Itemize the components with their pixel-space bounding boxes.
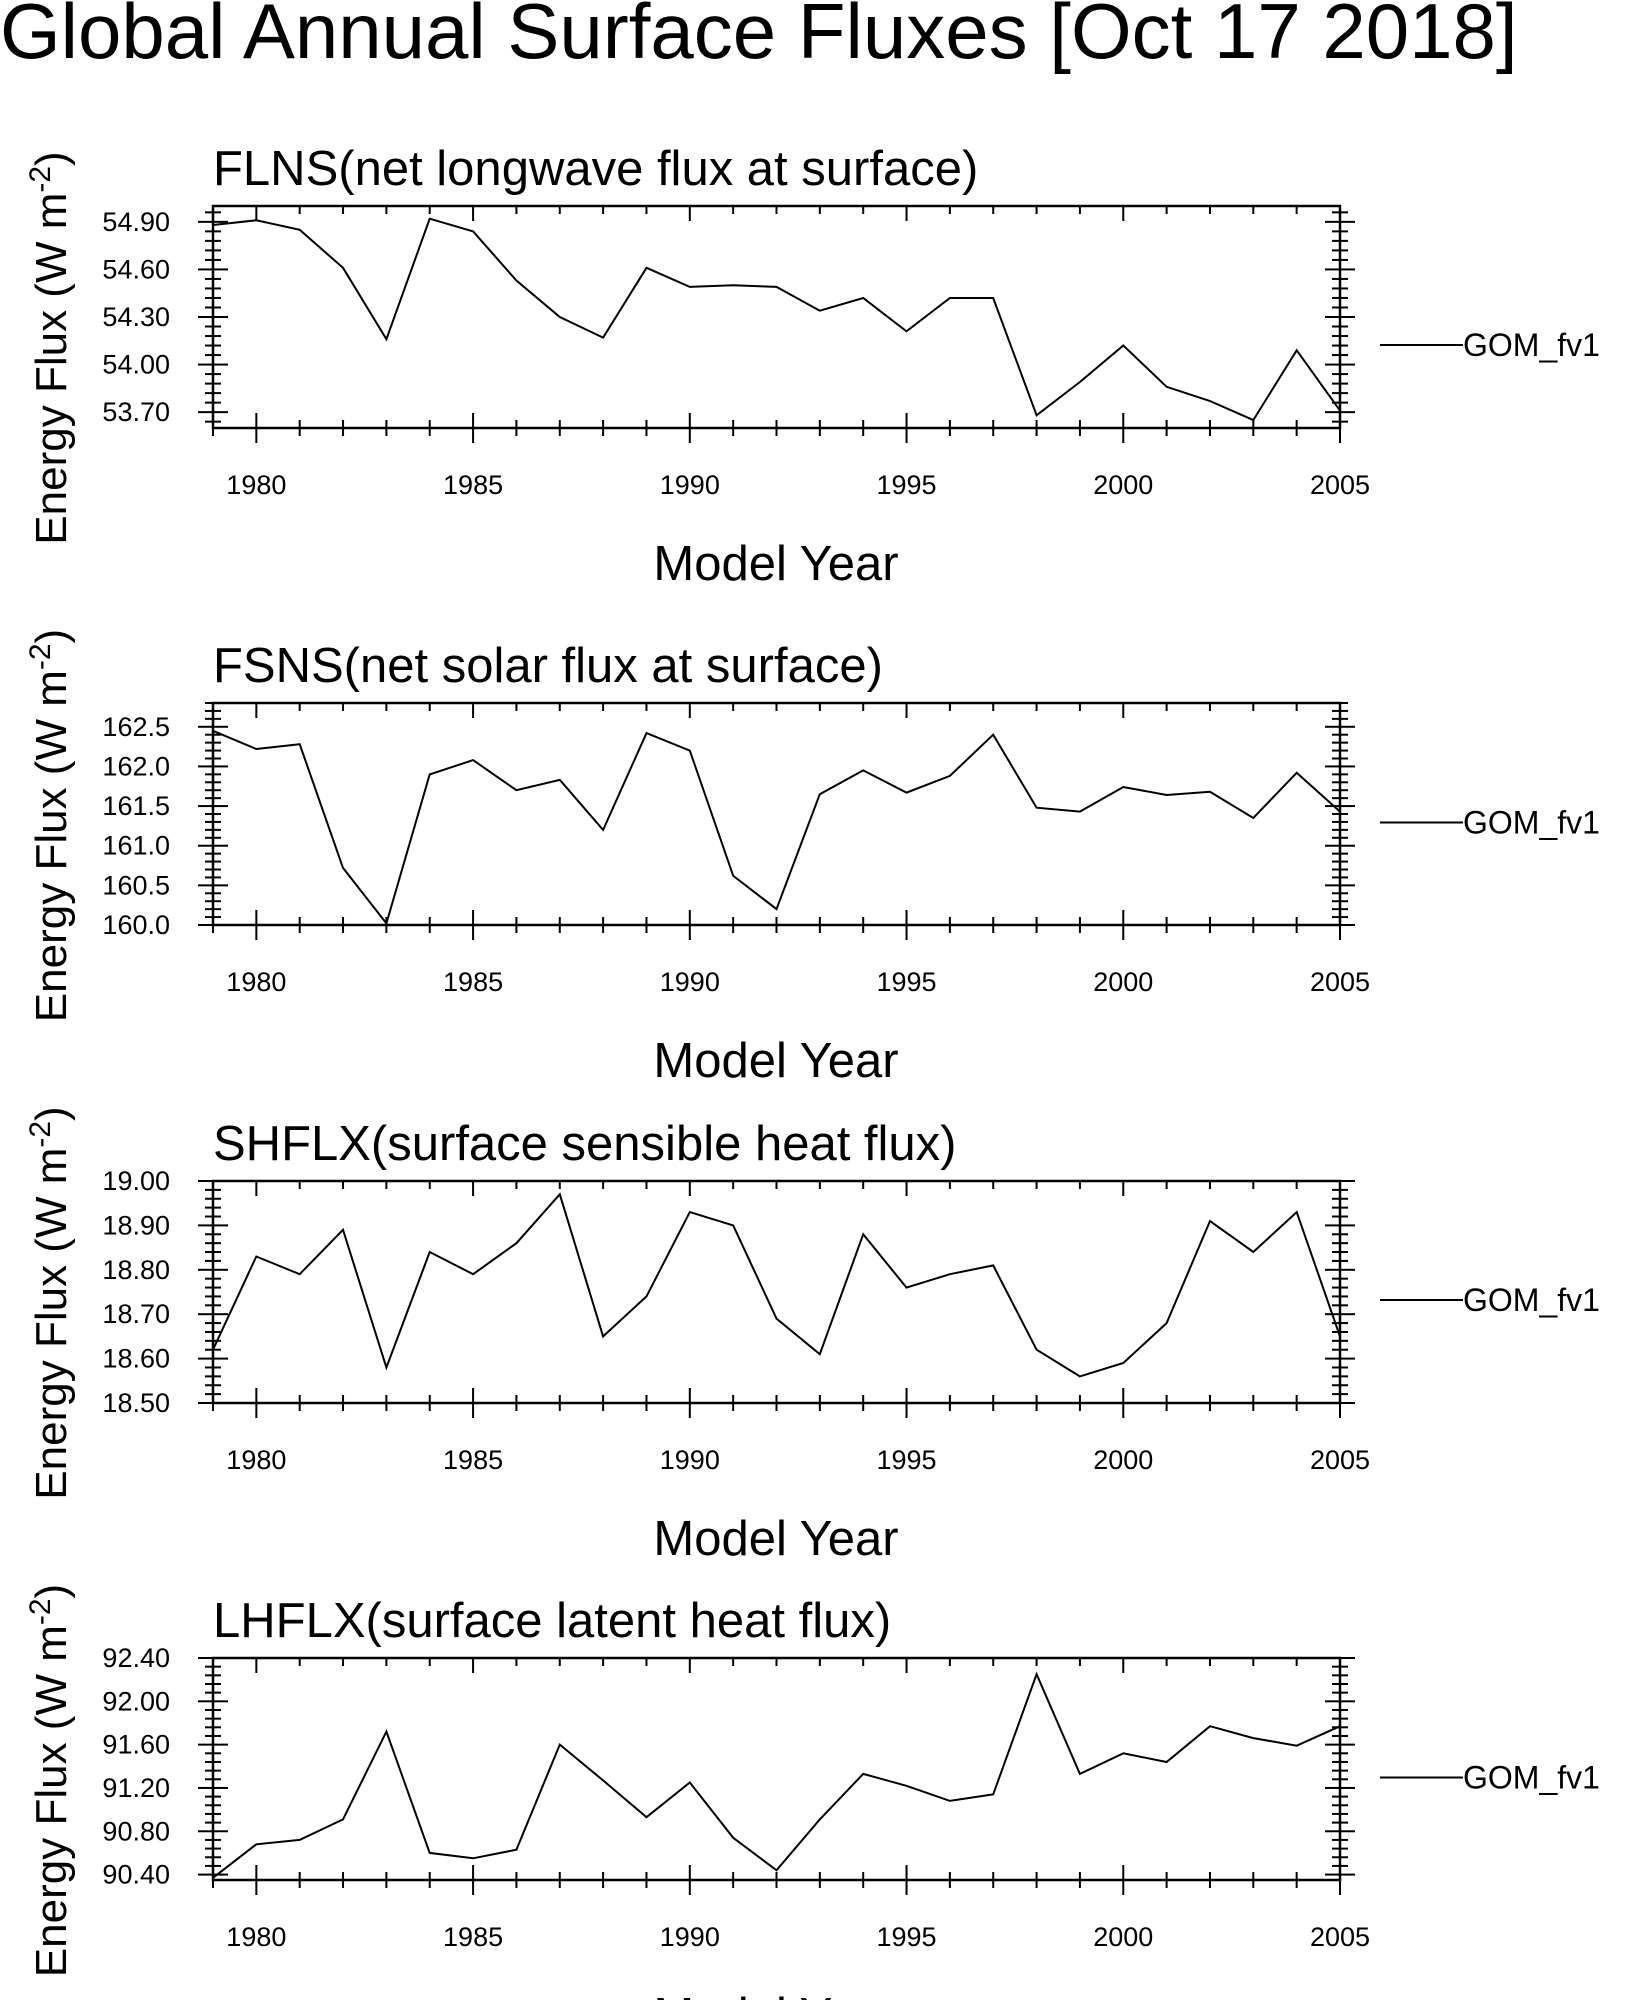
x-axis-label: Model Year <box>653 537 898 591</box>
legend-label: GOM_fv1 <box>1463 327 1600 363</box>
y-tick-label: 160.0 <box>102 910 170 940</box>
chart-panel-2: FSNS(net solar flux at surface) 1980 1985 1… <box>24 629 1600 1088</box>
x-tick-label: 1980 <box>226 967 286 997</box>
x-tick-label: 2005 <box>1310 470 1370 500</box>
y-axis-label: Energy Flux (W m-2) <box>24 629 76 1022</box>
x-tick-label: 2000 <box>1093 470 1153 500</box>
y-tick-label: 54.60 <box>102 254 170 284</box>
y-tick-label: 161.0 <box>102 831 170 861</box>
series-line <box>212 1671 1341 1879</box>
x-tick-label: 1995 <box>876 470 936 500</box>
chart-title: SHFLX(surface sensible heat flux) <box>213 1117 957 1171</box>
y-tick-label: 91.60 <box>102 1730 170 1760</box>
y-axis-label: Energy Flux (W m-2) <box>24 1106 76 1499</box>
y-tick-label: 92.00 <box>102 1686 170 1716</box>
y-tick-label: 18.80 <box>102 1255 170 1285</box>
legend-label: GOM_fv1 <box>1463 1760 1600 1796</box>
series-line <box>212 729 1341 926</box>
y-axis-label: Energy Flux (W m-2) <box>24 151 76 544</box>
x-tick-label: 1985 <box>443 1445 503 1475</box>
y-tick-label: 18.50 <box>102 1388 170 1418</box>
chart-panel-1: FLNS(net longwave flux at surface) 1980 19… <box>24 142 1600 591</box>
x-tick-label: 1995 <box>876 967 936 997</box>
x-tick-label: 2000 <box>1093 967 1153 997</box>
x-tick-label: 1995 <box>876 1445 936 1475</box>
chart-title: FSNS(net solar flux at surface) <box>213 639 883 693</box>
plot-frame <box>211 1656 1342 1882</box>
x-axis-label: Model Year <box>653 1512 898 1566</box>
y-tick-label: 162.5 <box>102 712 170 742</box>
x-axis-label: Model Year <box>653 1034 898 1088</box>
y-tick-label: 91.20 <box>102 1773 170 1803</box>
y-tick-label: 90.80 <box>102 1816 170 1846</box>
page-title: Global Annual Surface Fluxes [Oct 17 201… <box>0 0 1518 75</box>
x-tick-label: 2005 <box>1310 1445 1370 1475</box>
x-tick-label: 1985 <box>443 470 503 500</box>
x-axis-label: Model Year <box>653 1989 898 2000</box>
series-line <box>212 1192 1341 1378</box>
y-tick-label: 92.40 <box>102 1643 170 1673</box>
y-axis-label: Energy Flux (W m-2) <box>24 1584 76 1977</box>
series-line <box>212 217 1341 422</box>
x-tick-label: 1990 <box>660 967 720 997</box>
y-tick-label: 54.30 <box>102 302 170 332</box>
legend-label: GOM_fv1 <box>1463 1282 1600 1318</box>
chart-title: FLNS(net longwave flux at surface) <box>213 142 978 196</box>
y-tick-label: 90.40 <box>102 1860 170 1890</box>
y-tick-label: 54.00 <box>102 350 170 380</box>
x-tick-label: 1995 <box>876 1922 936 1952</box>
y-tick-label: 53.70 <box>102 397 170 427</box>
y-tick-label: 161.5 <box>102 791 170 821</box>
x-tick-label: 1985 <box>443 967 503 997</box>
legend-label: GOM_fv1 <box>1463 805 1600 841</box>
x-tick-label: 2005 <box>1310 967 1370 997</box>
y-tick-label: 160.5 <box>102 870 170 900</box>
x-tick-label: 1990 <box>660 470 720 500</box>
x-tick-label: 2005 <box>1310 1922 1370 1952</box>
x-tick-label: 2000 <box>1093 1445 1153 1475</box>
y-tick-label: 18.90 <box>102 1210 170 1240</box>
y-tick-label: 162.0 <box>102 751 170 781</box>
plot-frame <box>211 701 1342 927</box>
plot-frame <box>211 204 1342 430</box>
y-tick-label: 18.60 <box>102 1344 170 1374</box>
x-tick-label: 1990 <box>660 1922 720 1952</box>
plot-frame <box>211 1179 1342 1405</box>
x-tick-label: 2000 <box>1093 1922 1153 1952</box>
x-tick-label: 1985 <box>443 1922 503 1952</box>
chart-title: LHFLX(surface latent heat flux) <box>213 1594 891 1648</box>
y-tick-label: 54.90 <box>102 207 170 237</box>
x-tick-label: 1980 <box>226 1922 286 1952</box>
y-tick-label: 18.70 <box>102 1299 170 1329</box>
chart-panel-3: SHFLX(surface sensible heat flux) 1980 198… <box>24 1106 1600 1566</box>
x-tick-label: 1980 <box>226 470 286 500</box>
chart-panel-4: LHFLX(surface latent heat flux) 1980 1985 1… <box>24 1584 1600 2000</box>
x-tick-label: 1980 <box>226 1445 286 1475</box>
x-tick-label: 1990 <box>660 1445 720 1475</box>
y-tick-label: 19.00 <box>102 1166 170 1196</box>
